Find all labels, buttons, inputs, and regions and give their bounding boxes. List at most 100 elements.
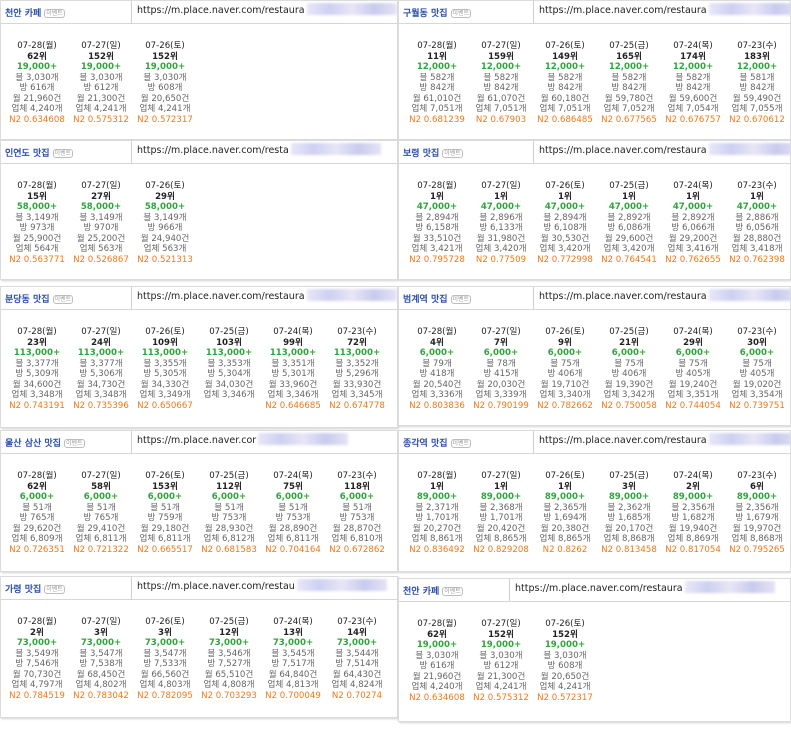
place-url-field[interactable]: https://m.place.naver.com/restaura: [533, 431, 790, 453]
keyword-title[interactable]: 범계역 맛집 이벤트: [403, 292, 472, 305]
keyword-title[interactable]: 보령 맛집 이벤트: [403, 146, 463, 159]
rank-value: 24위: [91, 337, 111, 348]
date-column: 07-26(토) 152위 19,000+ 블 3,030개 방 608개 월 20,65…: [134, 41, 196, 125]
panel-header: 구월동 맛집 이벤트 https://m.place.naver.com/resta…: [399, 1, 790, 24]
monthly-search-count: 월 66,560건: [140, 669, 190, 680]
keyword-title[interactable]: 천안 카페 이벤트: [403, 584, 463, 597]
keyword-panel-boryeong-matjip: 보령 맛집 이벤트 https://m.place.naver.com/restau…: [398, 140, 791, 280]
keyword-title[interactable]: 분당동 맛집 이벤트: [5, 292, 74, 305]
n2-score: N2 0.8262: [542, 544, 588, 555]
n2-score: N2 0.681239: [409, 114, 465, 125]
visitor-review-count: 방 5,301개: [271, 369, 315, 379]
place-url-field[interactable]: https://m.place.naver.com/restaura: [509, 579, 790, 601]
visitor-review-count: 방 765개: [83, 513, 119, 523]
place-url-field[interactable]: https://m.place.naver.cor: [131, 431, 397, 453]
keyword-title[interactable]: 천안 카페 이벤트: [5, 6, 65, 19]
blog-count: 블 2,371개: [415, 502, 459, 513]
date-column: 07-24(목) 2위 89,000+ 블 2,356개 방 1,682개 월 19,94…: [662, 471, 724, 555]
redacted-url-blur: [708, 433, 790, 445]
business-count: 업체 6,812개: [203, 534, 255, 544]
date-label: 07-23(수): [737, 181, 777, 191]
monthly-search-count: 월 20,650건: [140, 93, 190, 104]
date-column: 07-28(월) 1위 89,000+ 블 2,371개 방 1,701개 월 20,27…: [406, 471, 468, 555]
place-url-text: https://m.place.naver.com/restaura: [137, 291, 305, 302]
n2-score: N2 0.783042: [73, 690, 129, 701]
panel-header: 천안 카페 이벤트 https://m.place.naver.com/restau…: [399, 579, 790, 602]
place-url-field[interactable]: https://m.place.naver.com/restaura: [533, 141, 790, 163]
rank-value: 1위: [750, 191, 764, 202]
keyword-title[interactable]: 인연도 맛집 이벤트: [5, 146, 74, 159]
blog-count: 블 3,030개: [15, 72, 59, 83]
business-count: 업체 6,811개: [267, 534, 319, 544]
date-label: 07-24(목): [673, 41, 713, 51]
rank-value: 62위: [27, 481, 47, 492]
business-count: 업체 4,241개: [475, 682, 527, 692]
date-column: 07-27(일) 1위 47,000+ 블 2,896개 방 6,133개 월 31,98…: [470, 181, 532, 265]
search-volume: 6,000+: [739, 348, 775, 358]
keyword-title[interactable]: 울산 삼산 맛집 이벤트: [5, 436, 85, 449]
visitor-review-count: 방 6,133개: [479, 223, 523, 233]
visitor-review-count: 방 753개: [211, 513, 247, 523]
search-volume: 19,000+: [480, 640, 522, 650]
n2-score: N2 0.750058: [601, 400, 657, 411]
n2-score: N2 0.575312: [73, 114, 129, 125]
search-volume: 113,000+: [333, 348, 381, 358]
search-volume: 6,000+: [147, 492, 183, 502]
monthly-search-count: 월 20,420건: [476, 523, 526, 534]
n2-score: N2 0.735396: [73, 400, 129, 411]
date-column: 07-26(토) 9위 6,000+ 블 75개 방 406개 월 19,710건 업체 3…: [534, 327, 596, 411]
search-volume: 113,000+: [141, 348, 189, 358]
business-count: 업체 3,342개: [603, 390, 655, 400]
search-volume: 89,000+: [544, 492, 586, 502]
date-label: 07-27(일): [81, 181, 121, 191]
monthly-search-count: 월 25,200건: [76, 233, 126, 244]
visitor-review-count: 방 973개: [19, 223, 55, 233]
rank-value: 1위: [686, 191, 700, 202]
search-volume: 113,000+: [269, 348, 317, 358]
keyword-title-text: 구월동 맛집: [403, 9, 448, 19]
place-url-field[interactable]: https://m.place.naver.com/resta: [131, 141, 397, 163]
date-label: 07-23(수): [337, 617, 377, 627]
search-volume: 12,000+: [672, 62, 714, 72]
rank-value: 29위: [155, 191, 175, 202]
monthly-search-count: 월 34,600건: [12, 379, 62, 390]
rank-value: 153위: [152, 481, 178, 492]
monthly-search-count: 월 33,510건: [412, 233, 462, 244]
visitor-review-count: 방 406개: [611, 369, 647, 379]
date-label: 07-27(일): [81, 41, 121, 51]
monthly-search-count: 월 28,930건: [204, 523, 254, 534]
event-badge: 이벤트: [63, 439, 85, 448]
place-url-text: https://m.place.naver.com/restaura: [539, 145, 707, 156]
place-url-text: https://m.place.naver.com/restaura: [539, 291, 707, 302]
business-count: 업체 3,346개: [267, 390, 319, 400]
blog-count: 블 3,030개: [79, 72, 123, 83]
keyword-title[interactable]: 구월동 맛집 이벤트: [403, 6, 472, 19]
rank-value: 152위: [152, 51, 178, 62]
panel-header: 인연도 맛집 이벤트 https://m.place.naver.com/resta: [1, 141, 397, 164]
date-label: 07-26(토): [145, 617, 185, 627]
keyword-title[interactable]: 종각역 맛집 이벤트: [403, 436, 472, 449]
search-volume: 12,000+: [480, 62, 522, 72]
date-column: 07-25(금) 112위 6,000+ 블 51개 방 753개 월 28,930건 업체…: [198, 471, 260, 555]
place-url-field[interactable]: https://m.place.naver.com/restaura: [533, 1, 790, 23]
n2-score: N2 0.676757: [665, 114, 721, 125]
monthly-search-count: 월 60,180건: [540, 93, 590, 104]
place-url-field[interactable]: https://m.place.naver.com/restaura: [533, 287, 790, 309]
business-count: 업체 4,813개: [267, 680, 319, 690]
rank-value: 2위: [686, 481, 700, 492]
business-count: 업체 4,240개: [411, 682, 463, 692]
place-url-field[interactable]: https://m.place.naver.com/restaura: [131, 287, 397, 309]
place-url-field[interactable]: https://m.place.naver.com/restau: [131, 577, 397, 599]
redacted-url-blur: [708, 3, 790, 15]
n2-score: N2 0.795728: [409, 254, 465, 265]
keyword-panel-inyeondo-matjip: 인연도 맛집 이벤트 https://m.place.naver.com/resta…: [0, 140, 398, 280]
keyword-title[interactable]: 가령 맛집 이벤트: [5, 582, 65, 595]
date-column: 07-27(일) 7위 6,000+ 블 78개 방 415개 월 20,030건 업체 3…: [470, 327, 532, 411]
event-badge: 이벤트: [442, 587, 463, 596]
business-count: 업체 4,824개: [331, 680, 383, 690]
blog-count: 블 3,030개: [479, 650, 523, 661]
rank-value: 152위: [488, 629, 514, 640]
panel-header: 울산 삼산 맛집 이벤트 https://m.place.naver.cor: [1, 431, 397, 454]
monthly-search-count: 월 31,980건: [476, 233, 526, 244]
place-url-field[interactable]: https://m.place.naver.com/restaura: [131, 1, 397, 23]
